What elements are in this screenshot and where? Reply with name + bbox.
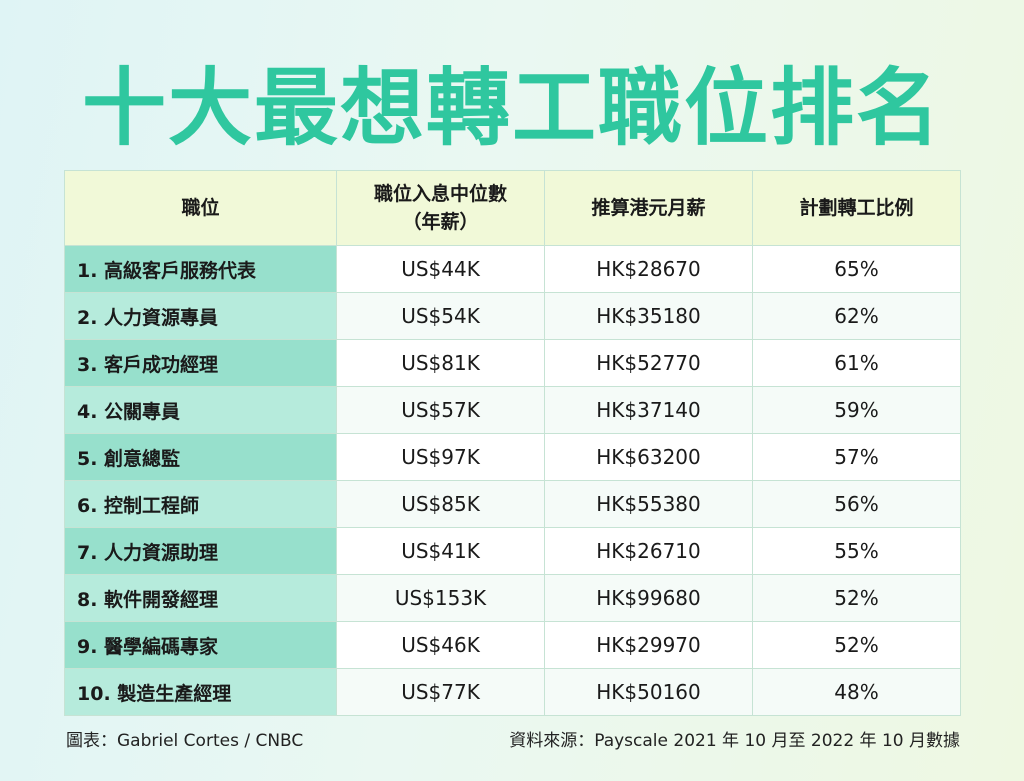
- salary-usd-cell: US$57K: [336, 386, 545, 434]
- table-row: 6. 控制工程師 US$85K HK$55380 56%: [64, 480, 961, 528]
- ranking-table-container: 職位 職位入息中位數 （年薪） 推算港元月薪 計劃轉工比例 1. 高級客戶服務代…: [64, 170, 961, 716]
- ratio-cell: 55%: [752, 527, 961, 575]
- table-row: 5. 創意總監 US$97K HK$63200 57%: [64, 433, 961, 481]
- job-cell: 1. 高級客戶服務代表: [64, 245, 337, 293]
- page-title: 十大最想轉工職位排名: [81, 59, 942, 157]
- ratio-cell: 59%: [752, 386, 961, 434]
- ranking-table: 職位 職位入息中位數 （年薪） 推算港元月薪 計劃轉工比例 1. 高級客戶服務代…: [64, 170, 961, 716]
- monthly-hkd-cell: HK$63200: [544, 433, 753, 481]
- salary-usd-cell: US$81K: [336, 339, 545, 387]
- job-cell: 6. 控制工程師: [64, 480, 337, 528]
- table-row: 2. 人力資源專員 US$54K HK$35180 62%: [64, 292, 961, 340]
- salary-usd-cell: US$85K: [336, 480, 545, 528]
- data-source: 資料來源：Payscale 2021 年 10 月至 2022 年 10 月數據: [509, 731, 960, 751]
- ratio-cell: 57%: [752, 433, 961, 481]
- header-ratio: 計劃轉工比例: [752, 170, 961, 246]
- ratio-cell: 61%: [752, 339, 961, 387]
- header-annual-salary-line2: （年薪）: [402, 211, 479, 233]
- monthly-hkd-cell: HK$99680: [544, 574, 753, 622]
- table-row: 7. 人力資源助理 US$41K HK$26710 55%: [64, 527, 961, 575]
- table-header-row: 職位 職位入息中位數 （年薪） 推算港元月薪 計劃轉工比例: [64, 170, 961, 246]
- chart-credit: 圖表：Gabriel Cortes / CNBC: [66, 731, 304, 751]
- monthly-hkd-cell: HK$26710: [544, 527, 753, 575]
- table-row: 4. 公關專員 US$57K HK$37140 59%: [64, 386, 961, 434]
- table-row: 10. 製造生產經理 US$77K HK$50160 48%: [64, 668, 961, 716]
- header-monthly-hkd: 推算港元月薪: [544, 170, 753, 246]
- monthly-hkd-cell: HK$28670: [544, 245, 753, 293]
- monthly-hkd-cell: HK$50160: [544, 668, 753, 716]
- ratio-cell: 56%: [752, 480, 961, 528]
- job-cell: 7. 人力資源助理: [64, 527, 337, 575]
- monthly-hkd-cell: HK$37140: [544, 386, 753, 434]
- table-row: 8. 軟件開發經理 US$153K HK$99680 52%: [64, 574, 961, 622]
- monthly-hkd-cell: HK$35180: [544, 292, 753, 340]
- salary-usd-cell: US$41K: [336, 527, 545, 575]
- salary-usd-cell: US$46K: [336, 621, 545, 669]
- job-cell: 3. 客戶成功經理: [64, 339, 337, 387]
- table-row: 1. 高級客戶服務代表 US$44K HK$28670 65%: [64, 245, 961, 293]
- salary-usd-cell: US$77K: [336, 668, 545, 716]
- job-cell: 5. 創意總監: [64, 433, 337, 481]
- table-row: 9. 醫學編碼專家 US$46K HK$29970 52%: [64, 621, 961, 669]
- job-cell: 8. 軟件開發經理: [64, 574, 337, 622]
- header-annual-salary: 職位入息中位數 （年薪）: [336, 170, 545, 246]
- monthly-hkd-cell: HK$55380: [544, 480, 753, 528]
- job-cell: 10. 製造生產經理: [64, 668, 337, 716]
- salary-usd-cell: US$44K: [336, 245, 545, 293]
- ratio-cell: 52%: [752, 574, 961, 622]
- job-cell: 4. 公關專員: [64, 386, 337, 434]
- ratio-cell: 62%: [752, 292, 961, 340]
- header-job: 職位: [64, 170, 337, 246]
- salary-usd-cell: US$97K: [336, 433, 545, 481]
- monthly-hkd-cell: HK$52770: [544, 339, 753, 387]
- header-annual-salary-line1: 職位入息中位數: [373, 183, 507, 205]
- job-cell: 2. 人力資源專員: [64, 292, 337, 340]
- ratio-cell: 52%: [752, 621, 961, 669]
- salary-usd-cell: US$153K: [336, 574, 545, 622]
- salary-usd-cell: US$54K: [336, 292, 545, 340]
- monthly-hkd-cell: HK$29970: [544, 621, 753, 669]
- ratio-cell: 65%: [752, 245, 961, 293]
- table-row: 3. 客戶成功經理 US$81K HK$52770 61%: [64, 339, 961, 387]
- job-cell: 9. 醫學編碼專家: [64, 621, 337, 669]
- ratio-cell: 48%: [752, 668, 961, 716]
